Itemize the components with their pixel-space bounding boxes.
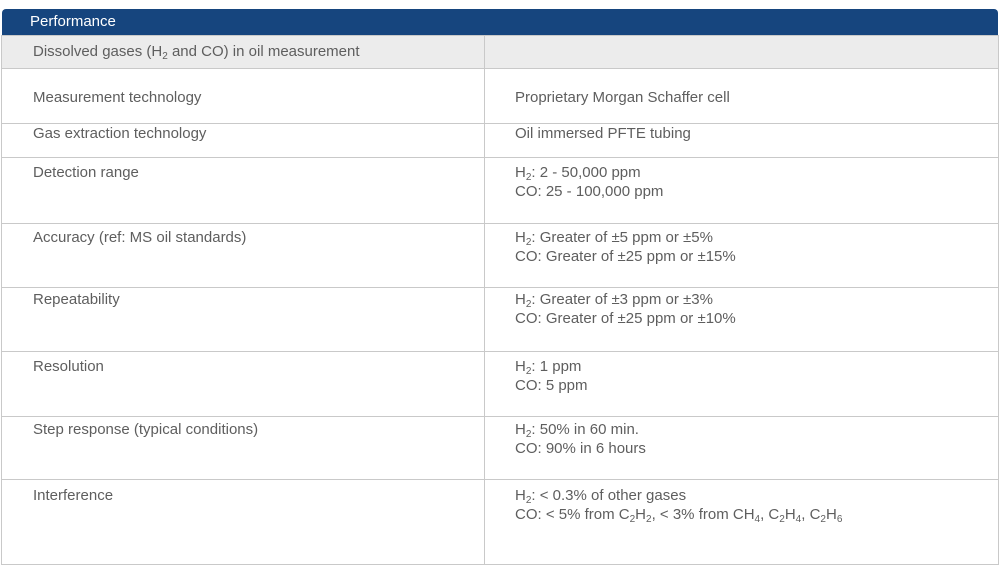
h2-value-line: H2: 50% in 60 min. xyxy=(515,421,639,440)
row-value: H2: Greater of ±5 ppm or ±5% CO: Greater… xyxy=(484,223,999,288)
row-value: H2: 50% in 60 min. CO: 90% in 6 hours xyxy=(484,416,999,480)
row-label: Resolution xyxy=(1,351,485,417)
row-value: H2: Greater of ±3 ppm or ±3% CO: Greater… xyxy=(484,287,999,352)
section-title: Performance xyxy=(30,13,116,30)
spec-table: Dissolved gases (H2 and CO) in oil measu… xyxy=(1,35,999,565)
h2-value-line: H2: Greater of ±3 ppm or ±3% xyxy=(515,291,713,310)
co-value-line: CO: 90% in 6 hours xyxy=(515,440,646,457)
co-value-line: CO: Greater of ±25 ppm or ±10% xyxy=(515,310,736,327)
table-row: Detection range H2: 2 - 50,000 ppm CO: 2… xyxy=(1,157,999,224)
section-header: Performance xyxy=(2,9,998,35)
h2-value-line: H2: < 0.3% of other gases xyxy=(515,487,687,506)
row-label: Detection range xyxy=(1,157,485,224)
row-label: Interference xyxy=(1,479,485,565)
co-value-line: CO: 5 ppm xyxy=(515,377,588,394)
h2-value-line: H2: 2 - 50,000 ppm xyxy=(515,164,641,183)
row-value: Proprietary Morgan Schaffer cell xyxy=(484,68,999,124)
top-strip xyxy=(0,0,1000,6)
h2-value-line: H2: 1 ppm xyxy=(515,358,582,377)
row-label: Gas extraction technology xyxy=(1,123,485,158)
row-value: Oil immersed PFTE tubing xyxy=(484,123,999,158)
row-label: Step response (typical conditions) xyxy=(1,416,485,480)
table-row: Measurement technology Proprietary Morga… xyxy=(1,68,999,124)
table-subheader-row: Dissolved gases (H2 and CO) in oil measu… xyxy=(1,35,999,69)
row-label: Repeatability xyxy=(1,287,485,352)
subheader-empty-cell xyxy=(484,35,999,69)
row-value: H2: 2 - 50,000 ppm CO: 25 - 100,000 ppm xyxy=(484,157,999,224)
table-row: Gas extraction technology Oil immersed P… xyxy=(1,123,999,158)
row-label: Measurement technology xyxy=(1,68,485,124)
row-label: Accuracy (ref: MS oil standards) xyxy=(1,223,485,288)
row-value: H2: 1 ppm CO: 5 ppm xyxy=(484,351,999,417)
row-value: H2: < 0.3% of other gases CO: < 5% from … xyxy=(484,479,999,565)
table-row: Resolution H2: 1 ppm CO: 5 ppm xyxy=(1,351,999,417)
co-value-line: CO: 25 - 100,000 ppm xyxy=(515,183,664,200)
subheader-cell: Dissolved gases (H2 and CO) in oil measu… xyxy=(1,35,485,69)
co-value-line: CO: < 5% from C2H2, < 3% from CH4, C2H4,… xyxy=(515,506,843,525)
table-row: Interference H2: < 0.3% of other gases C… xyxy=(1,479,999,565)
co-value-line: CO: Greater of ±25 ppm or ±15% xyxy=(515,248,736,265)
h2-value-line: H2: Greater of ±5 ppm or ±5% xyxy=(515,229,713,248)
table-row: Repeatability H2: Greater of ±3 ppm or ±… xyxy=(1,287,999,352)
table-row: Accuracy (ref: MS oil standards) H2: Gre… xyxy=(1,223,999,288)
table-row: Step response (typical conditions) H2: 5… xyxy=(1,416,999,480)
